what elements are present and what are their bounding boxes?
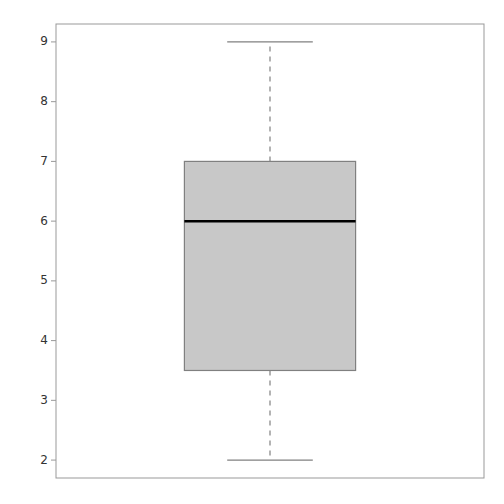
- y-tick: [51, 400, 56, 401]
- y-tick-label: 2: [40, 453, 48, 467]
- y-tick-label: 6: [40, 214, 48, 228]
- plot-marks: [184, 42, 355, 460]
- page: {"chart_data": {"type": "box", "whisker_…: [0, 0, 504, 504]
- upper-cap: [227, 41, 313, 42]
- y-tick-label: 9: [40, 34, 48, 48]
- box: [184, 161, 355, 370]
- plot-frame: [56, 24, 484, 478]
- y-tick: [51, 221, 56, 222]
- y-tick-label: 5: [40, 273, 48, 287]
- y-tick-label: 4: [40, 333, 48, 347]
- y-tick-label: 8: [40, 94, 48, 108]
- y-tick: [51, 41, 56, 42]
- y-tick: [51, 460, 56, 461]
- chart-svg: 2 3 4 5 6 7 8 9: [0, 0, 504, 504]
- y-tick-label: 3: [40, 393, 48, 407]
- lower-whisker: [269, 370, 270, 460]
- y-tick: [51, 280, 56, 281]
- median-line: [184, 220, 355, 223]
- y-tick: [51, 340, 56, 341]
- y-tick: [51, 161, 56, 162]
- lower-cap: [227, 459, 313, 460]
- chart-container: 2 3 4 5 6 7 8 9: [0, 0, 504, 504]
- upper-whisker: [269, 42, 270, 161]
- y-tick-label: 7: [40, 154, 48, 168]
- y-tick: [51, 101, 56, 102]
